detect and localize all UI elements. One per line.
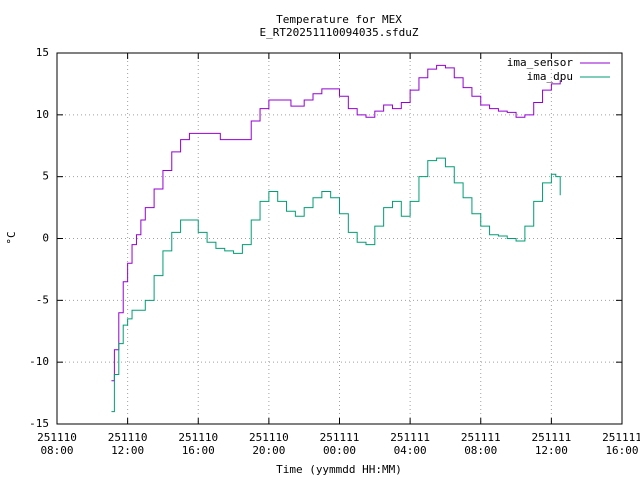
legend-label: ima_dpu <box>527 70 573 83</box>
x-tick-label: 251110 20:00 <box>249 431 289 457</box>
x-tick-label: 251111 08:00 <box>461 431 501 457</box>
x-tick-label: 251110 16:00 <box>178 431 218 457</box>
x-tick-label: 251110 12:00 <box>108 431 148 457</box>
legend-label: ima_sensor <box>507 56 574 69</box>
x-tick-label: 251111 12:00 <box>532 431 572 457</box>
x-tick-label: 251111 04:00 <box>390 431 430 457</box>
x-tick-label: 251110 08:00 <box>37 431 77 457</box>
y-tick-label: -5 <box>36 293 49 306</box>
y-tick-label: -15 <box>29 417 49 430</box>
y-tick-label: 10 <box>36 108 49 121</box>
series-line <box>111 157 561 413</box>
y-tick-label: -10 <box>29 355 49 368</box>
y-axis-label: °C <box>5 231 18 244</box>
y-tick-label: 0 <box>42 232 49 245</box>
x-axis-label: Time (yymmdd HH:MM) <box>276 463 402 476</box>
chart-subtitle: E_RT20251110094035.sfduZ <box>260 26 419 39</box>
y-tick-label: 5 <box>42 170 49 183</box>
x-tick-label: 251111 16:00 <box>602 431 640 457</box>
y-tick-label: 15 <box>36 46 49 59</box>
x-tick-label: 251111 00:00 <box>320 431 360 457</box>
chart-title: Temperature for MEX <box>276 13 402 26</box>
series-line <box>111 64 561 382</box>
